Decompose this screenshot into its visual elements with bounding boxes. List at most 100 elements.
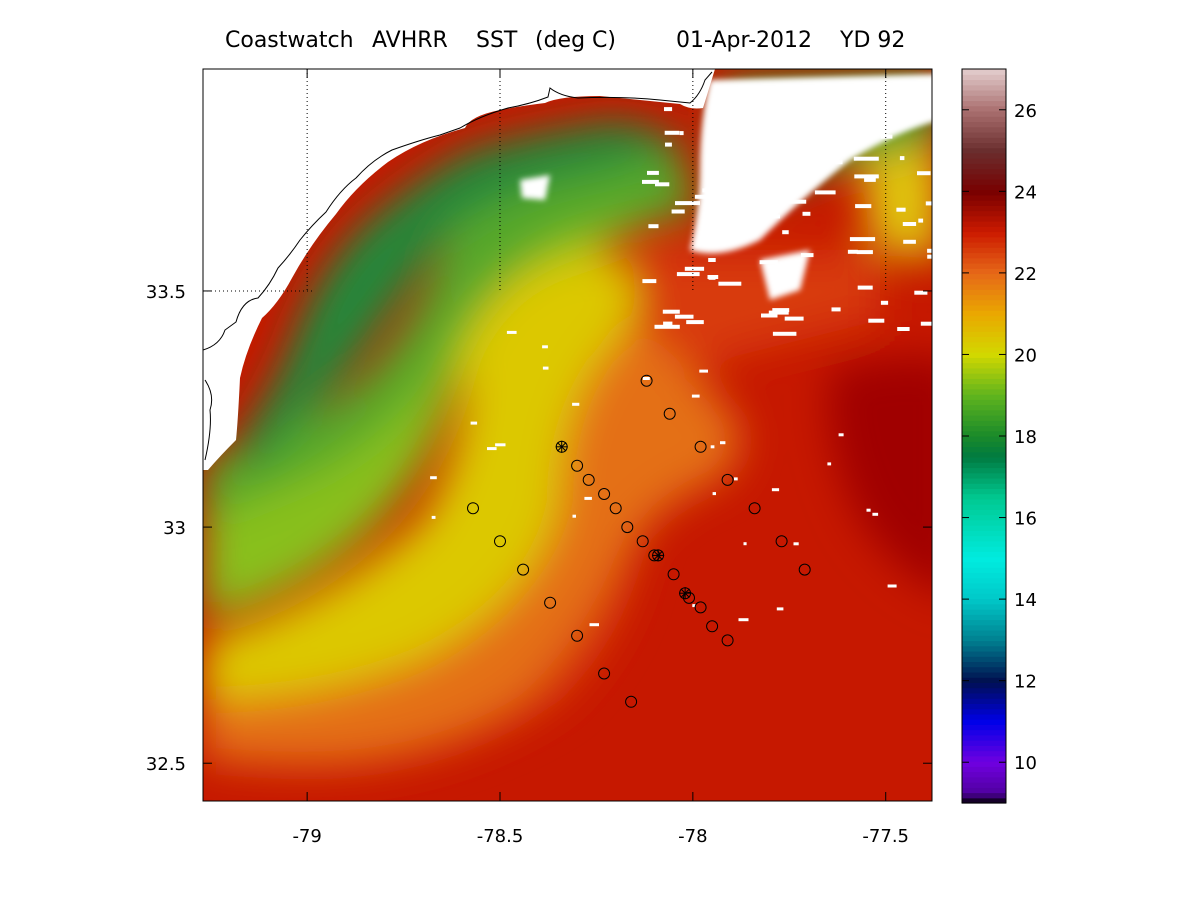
cloud-speckle xyxy=(834,160,843,165)
cloud-speckle xyxy=(707,275,719,279)
colorbar-step xyxy=(962,546,1006,552)
title-sensor: AVHRR xyxy=(372,28,448,53)
cloud-speckle xyxy=(821,111,834,116)
cloud-speckle xyxy=(903,239,916,244)
cloud-speckle xyxy=(686,320,704,325)
colorbar-step xyxy=(962,740,1006,746)
colorbar-step xyxy=(962,635,1006,642)
colorbar-step xyxy=(962,729,1006,736)
cloud-speckle xyxy=(704,187,710,192)
colorbar-step xyxy=(962,262,1006,269)
colorbar-step xyxy=(962,184,1006,191)
cloud-speckle xyxy=(901,116,914,121)
station-marker xyxy=(621,521,634,534)
colorbar-step xyxy=(962,650,1006,657)
colorbar-step xyxy=(962,404,1006,411)
colorbar-step xyxy=(962,357,1006,364)
station-marker xyxy=(544,596,557,609)
colorbar-step xyxy=(962,430,1006,437)
colorbar-step xyxy=(962,420,1006,427)
cloud-speckle xyxy=(642,179,659,184)
colorbar-step xyxy=(962,79,1006,86)
cloud-speckle xyxy=(654,324,680,329)
colorbar-step xyxy=(962,750,1006,757)
cloud-speckle xyxy=(738,618,749,622)
colorbar-step xyxy=(962,577,1006,584)
colorbar-step xyxy=(962,614,1006,621)
cloud-speckle xyxy=(793,168,798,173)
cloud-speckle xyxy=(743,542,747,546)
cloud-speckle xyxy=(793,542,799,546)
cloud-speckle xyxy=(798,172,806,177)
station-star-marker xyxy=(679,587,692,600)
cloud-speckle xyxy=(684,266,705,271)
cloud-speckle xyxy=(589,623,599,627)
colorbar-step xyxy=(962,703,1006,710)
cloud-speckle xyxy=(470,421,478,425)
colorbar-step xyxy=(962,221,1006,227)
colorbar-step xyxy=(962,567,1006,573)
colorbar-step xyxy=(962,572,1006,579)
cloud-gap-north-large xyxy=(690,74,932,254)
colorbar-step xyxy=(962,378,1006,385)
colorbar-step xyxy=(962,137,1006,143)
colorbar-step xyxy=(962,477,1006,484)
cloud-speckle xyxy=(767,108,794,113)
cloud-speckle xyxy=(506,330,517,334)
colorbar-step xyxy=(962,158,1006,164)
colorbar-step xyxy=(962,336,1006,343)
cloud-speckle xyxy=(782,147,801,152)
cloud-speckle xyxy=(914,290,928,295)
cloud-speckle xyxy=(771,488,780,492)
title-units: (deg C) xyxy=(535,28,616,53)
cloud-speckle xyxy=(864,177,876,182)
cloud-speckle xyxy=(675,201,700,206)
station-marker xyxy=(598,667,611,680)
station-star-marker xyxy=(652,549,665,562)
colorbar-step xyxy=(962,189,1006,196)
cloud-speckle xyxy=(899,156,905,161)
colorbar-step xyxy=(962,242,1006,248)
colorbar-step xyxy=(962,514,1006,521)
cloud-speckle xyxy=(720,178,732,183)
colorbar-step xyxy=(962,797,1006,804)
colorbar-step xyxy=(962,792,1006,799)
cloud-speckle xyxy=(663,95,680,100)
colorbar-step xyxy=(962,310,1006,317)
colorbar-step xyxy=(962,629,1006,636)
cloud-speckle xyxy=(702,188,722,193)
colorbar-step xyxy=(962,588,1006,594)
x-tick-label: -79 xyxy=(292,826,321,847)
map-frame xyxy=(202,68,933,802)
station-marker xyxy=(721,473,734,486)
land-mass xyxy=(203,69,715,470)
colorbar-step xyxy=(962,205,1006,212)
station-marker xyxy=(748,502,761,515)
colorbar-step xyxy=(962,677,1006,684)
colorbar-step xyxy=(962,84,1006,91)
colorbar-step xyxy=(962,504,1006,510)
cloud-speckle xyxy=(692,604,696,608)
colorbar-step xyxy=(962,69,1006,75)
colorbar-step xyxy=(962,163,1006,170)
cloud-speckle xyxy=(836,132,845,137)
cloud-speckle xyxy=(495,443,506,447)
colorbar-step xyxy=(962,462,1006,469)
colorbar-step xyxy=(962,257,1006,264)
colorbar-step xyxy=(962,530,1006,537)
cloud-speckle xyxy=(679,131,684,136)
cloud-speckle xyxy=(855,204,872,209)
colorbar-step xyxy=(962,671,1006,678)
cloud-speckle xyxy=(838,433,844,437)
sst-field-yellow xyxy=(203,237,636,700)
station-marker xyxy=(683,591,695,604)
cloud-speckle xyxy=(880,134,893,139)
colorbar-step xyxy=(962,782,1006,788)
station-marker xyxy=(663,407,676,420)
colorbar-step xyxy=(962,776,1006,783)
cloud-speckle xyxy=(927,254,932,259)
station-marker xyxy=(571,459,584,472)
colorbar-step xyxy=(962,278,1006,285)
colorbar-step xyxy=(962,367,1006,374)
